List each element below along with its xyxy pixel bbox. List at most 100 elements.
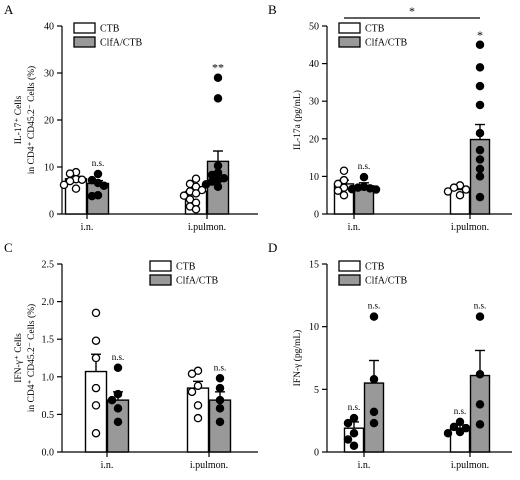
panel-a-significance-label: n.s. — [92, 158, 105, 168]
panel-c-data-point — [193, 381, 203, 391]
panel-a-y-tick-label: 30 — [44, 69, 54, 80]
panel-b-legend-swatch-ctb — [338, 22, 361, 34]
panel-d-data-point — [461, 423, 471, 433]
panel-c-y-tick-label: 2.0 — [42, 297, 55, 308]
panel-d-data-point — [475, 420, 485, 429]
panel-c-y-tick-label: 0.5 — [42, 410, 55, 421]
panel-b-data-point — [475, 145, 485, 155]
panel-c-data-point — [215, 404, 225, 413]
panel-c-x-tick-label: i.n. — [101, 460, 114, 471]
panel-a-data-point — [213, 73, 223, 82]
panel-a-data-point — [201, 180, 211, 189]
panel-a-data-point — [71, 184, 81, 193]
panel-d: 0 5 10 15 i.n. i.pulmon. IFN-γ (pg/mL) CTB ClfA/… — [292, 260, 512, 471]
panel-d-legend-label-ctb: CTB — [365, 262, 385, 273]
panel-a-significance-label: ** — [212, 61, 224, 75]
panel-b-significance-label: n.s. — [358, 161, 371, 171]
panel-b-data-point — [449, 183, 459, 192]
panel-b-legend-label-clfa-ctb: ClfA/CTB — [365, 38, 408, 49]
panel-c-y-label: in CD4⁺ CD45.2⁻ Cells (%) — [26, 304, 37, 412]
panel-d-data-point — [349, 441, 359, 450]
panel-b-x-tick-label: i.n. — [348, 222, 361, 233]
panel-c-data-point — [113, 404, 123, 413]
panel-d-data-point — [455, 427, 465, 437]
panel-a-data-point — [191, 189, 201, 198]
panel-d-data-point — [443, 428, 453, 438]
panel-a-data-point — [87, 191, 97, 201]
panel-b-data-point — [475, 40, 485, 50]
panel-c-data-point — [91, 383, 101, 393]
panel-a: 0 10 20 30 40 i.n. i.pulmon. IL-17⁺ Cells in CD4… — [14, 22, 258, 233]
panel-d-data-point — [449, 422, 459, 432]
panel-c-bar-ctb-i-n — [84, 370, 108, 453]
panel-b-data-point — [347, 184, 357, 194]
panel-d-legend-swatch-clfa-ctb — [338, 274, 361, 286]
panel-c-data-point — [91, 401, 101, 410]
panel-d-y-tick-label: 0 — [314, 448, 319, 459]
panel-c-data-point — [107, 395, 117, 405]
panel-a-x-tick-label: i.n. — [81, 222, 94, 233]
panel-a-y-tick-label: 0 — [49, 210, 54, 221]
panel-c-data-point — [113, 417, 123, 427]
panel-d-bar-clfa-ctb-i-pulmon — [469, 374, 491, 453]
panel-c-data-point — [91, 336, 101, 345]
panel-c-data-point — [91, 428, 101, 438]
panel-a-data-point — [191, 205, 201, 214]
panel-a-y-label: in CD4⁺ CD45.2⁻ Cells (%) — [26, 66, 37, 174]
panel-d-significance-label: n.s. — [454, 406, 467, 416]
panel-c-legend-swatch-clfa-ctb — [149, 274, 172, 286]
panel-c-x-tick-label: i.pulmon. — [190, 460, 228, 471]
panel-c-data-point — [187, 369, 197, 379]
panel-c-data-point — [187, 387, 197, 397]
panel-b-data-point — [443, 187, 453, 196]
panel-d-data-point — [369, 407, 379, 417]
panel-d-legend-swatch-ctb — [338, 260, 361, 272]
panel-d-y-label: IFN-γ (pg/mL) — [292, 330, 303, 387]
panel-letter-c: C — [4, 240, 13, 255]
panel-c-legend-label-clfa-ctb: ClfA/CTB — [176, 276, 219, 287]
panel-b-data-point — [455, 190, 465, 200]
panel-a-data-point — [213, 182, 223, 191]
panel-a-data-point — [65, 169, 75, 178]
panel-c-significance-label: n.s. — [112, 352, 125, 362]
panel-a-legend-swatch-ctb — [73, 22, 96, 34]
panel-c-data-point — [113, 363, 123, 373]
panel-d-significance-label: n.s. — [368, 301, 381, 311]
panel-b: 0 10 20 30 40 50 i.n. i.pulmon. IL-17a (pg/mL) CT… — [292, 4, 512, 233]
panel-b-x-tick-label: i.pulmon. — [451, 222, 489, 233]
panel-c-data-point — [113, 389, 123, 399]
panel-b-significance-label: * — [477, 28, 483, 42]
panel-letter-b: B — [268, 2, 277, 17]
panel-a-x-tick-label: i.pulmon. — [188, 222, 226, 233]
panel-a-data-point — [93, 169, 103, 179]
panel-a-data-point — [213, 94, 223, 103]
panel-c-data-point — [193, 413, 203, 423]
panel-a-data-point — [99, 181, 109, 191]
panel-c-y-tick-label: 1.0 — [42, 372, 55, 383]
panel-d-x-tick-label: i.pulmon. — [451, 460, 489, 471]
panel-c-data-point — [193, 401, 203, 410]
panel-d-data-point — [369, 418, 379, 428]
panel-d-data-point — [369, 312, 379, 321]
panel-a-data-point — [191, 174, 201, 183]
panel-c-data-point — [215, 374, 225, 383]
panel-a-legend-label-ctb: CTB — [100, 24, 120, 35]
panel-d-data-point — [343, 418, 353, 428]
panel-a-y-tick-label: 20 — [44, 116, 54, 127]
panel-c-data-point — [91, 353, 101, 363]
panel-a-data-point — [213, 161, 223, 170]
panel-a-legend-swatch-clfa-ctb — [73, 36, 96, 48]
panel-a-data-point — [179, 191, 189, 200]
panel-b-y-tick-label: 10 — [309, 172, 319, 183]
panel-c-data-point — [215, 395, 225, 405]
panel-b-legend-label-ctb: CTB — [365, 24, 385, 35]
panel-c-y-tick-label: 2.5 — [42, 260, 55, 271]
panel-a-data-point — [59, 180, 69, 190]
panel-a-y-label: IL-17⁺ Cells — [14, 95, 24, 144]
panel-b-data-point — [475, 155, 485, 164]
panel-b-data-point — [359, 172, 369, 182]
panel-c-legend-swatch-ctb — [149, 260, 172, 272]
panel-b-data-point — [475, 81, 485, 91]
panel-b-data-point — [461, 185, 471, 194]
